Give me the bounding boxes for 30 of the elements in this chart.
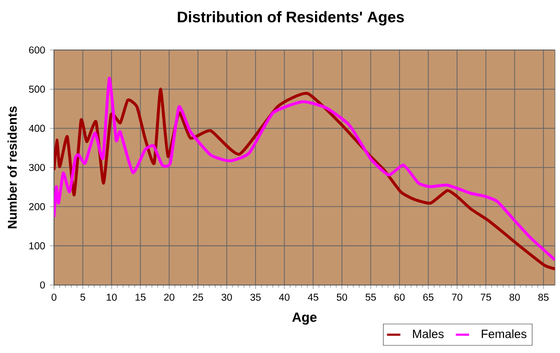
x-tick-label: 75 xyxy=(480,294,492,301)
x-tick-label: 0 xyxy=(52,294,56,301)
x-tick-label: 40 xyxy=(279,294,290,301)
y-tick-label: 100 xyxy=(29,242,45,250)
chart-title: Distribution of Residents' Ages xyxy=(178,11,404,26)
y-tick-label: 0 xyxy=(40,281,45,289)
x-tick-label: 50 xyxy=(336,294,348,301)
x-tick-label: 35 xyxy=(250,294,261,301)
legend-label: Females xyxy=(482,329,526,338)
x-tick-label: 5 xyxy=(80,294,86,301)
x-tick-label: 80 xyxy=(510,294,520,301)
x-tick-label: 55 xyxy=(366,294,376,301)
x-tick-label: 20 xyxy=(164,294,174,301)
y-tick-label: 400 xyxy=(28,124,45,132)
y-tick-label: 500 xyxy=(29,86,45,93)
x-axis-title: Age xyxy=(292,312,317,325)
x-tick-label: 65 xyxy=(423,294,434,301)
x-tick-label: 45 xyxy=(308,294,318,301)
x-tick-label: 30 xyxy=(222,294,232,301)
x-tick-label: 85 xyxy=(538,294,549,301)
x-tick-label: 10 xyxy=(106,294,117,301)
y-tick-label: 600 xyxy=(29,46,45,54)
y-tick-label: 200 xyxy=(29,203,45,210)
legend-label: Males xyxy=(413,329,444,338)
x-tick-label: 60 xyxy=(394,294,405,301)
x-tick-label: 25 xyxy=(192,294,204,301)
y-axis-title: Number of residents xyxy=(7,106,17,228)
x-tick-label: 70 xyxy=(452,294,462,301)
y-tick-label: 300 xyxy=(28,164,45,172)
x-tick-label: 15 xyxy=(136,294,146,301)
